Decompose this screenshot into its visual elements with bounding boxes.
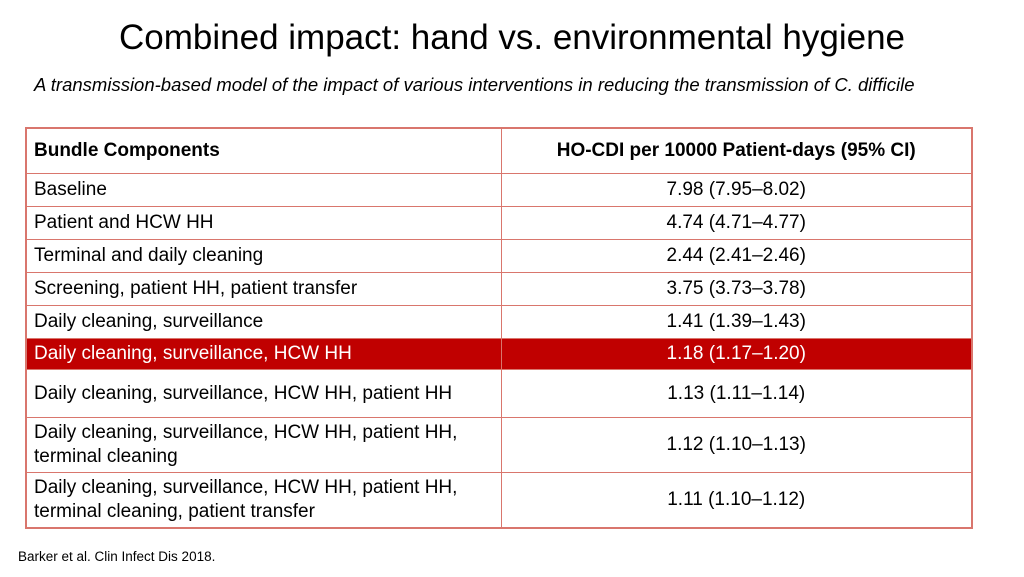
bundle-component-cell: Patient and HCW HH (25, 206, 502, 240)
bundle-component-cell: Daily cleaning, surveillance (25, 305, 502, 339)
bundle-component-cell: Daily cleaning, surveillance, HCW HH, pa… (25, 472, 502, 528)
table-row: Baseline 7.98 (7.95–8.02) (25, 173, 973, 207)
results-table: Bundle Components HO-CDI per 10000 Patie… (25, 127, 973, 529)
hocdi-value-cell: 1.13 (1.11–1.14) (500, 369, 973, 418)
table-row: Terminal and daily cleaning 2.44 (2.41–2.… (25, 239, 973, 273)
slide-subtitle: A transmission-based model of the impact… (34, 74, 915, 95)
bundle-component-cell: Daily cleaning, surveillance, HCW HH, pa… (25, 369, 502, 418)
bundle-component-cell: Daily cleaning, surveillance, HCW HH (25, 338, 502, 370)
bundle-component-cell: Screening, patient HH, patient transfer (25, 272, 502, 306)
bundle-component-cell: Terminal and daily cleaning (25, 239, 502, 273)
hocdi-value-cell: 7.98 (7.95–8.02) (500, 173, 973, 207)
bundle-component-cell: Daily cleaning, surveillance, HCW HH, pa… (25, 417, 502, 473)
hocdi-value-cell: 1.11 (1.10–1.12) (500, 472, 973, 528)
slide-title: Combined impact: hand vs. environmental … (119, 18, 905, 57)
column-header-bundle-components: Bundle Components (25, 127, 502, 174)
table-row-highlighted: Daily cleaning, surveillance, HCW HH 1.18… (25, 338, 973, 370)
table-row: Patient and HCW HH 4.74 (4.71–4.77) (25, 206, 973, 240)
table-row: Daily cleaning, surveillance, HCW HH, pa… (25, 472, 973, 528)
table-row: Screening, patient HH, patient transfer 3… (25, 272, 973, 306)
hocdi-value-cell: 1.41 (1.39–1.43) (500, 305, 973, 339)
hocdi-value-cell: 2.44 (2.41–2.46) (500, 239, 973, 273)
hocdi-value-cell: 4.74 (4.71–4.77) (500, 206, 973, 240)
hocdi-value-cell: 1.18 (1.17–1.20) (500, 338, 973, 370)
table-body: Baseline 7.98 (7.95–8.02) Patient and HCW … (25, 173, 973, 528)
hocdi-value-cell: 3.75 (3.73–3.78) (500, 272, 973, 306)
table-header-row: Bundle Components HO-CDI per 10000 Patie… (25, 127, 973, 174)
table-row: Daily cleaning, surveillance 1.41 (1.39–1… (25, 305, 973, 339)
bundle-component-cell: Baseline (25, 173, 502, 207)
column-header-hocdi-rate: HO-CDI per 10000 Patient-days (95% CI) (500, 127, 973, 174)
table-row: Daily cleaning, surveillance, HCW HH, pa… (25, 369, 973, 418)
citation-footer: Barker et al. Clin Infect Dis 2018. (18, 549, 216, 564)
hocdi-value-cell: 1.12 (1.10–1.13) (500, 417, 973, 473)
table-row: Daily cleaning, surveillance, HCW HH, pa… (25, 417, 973, 473)
